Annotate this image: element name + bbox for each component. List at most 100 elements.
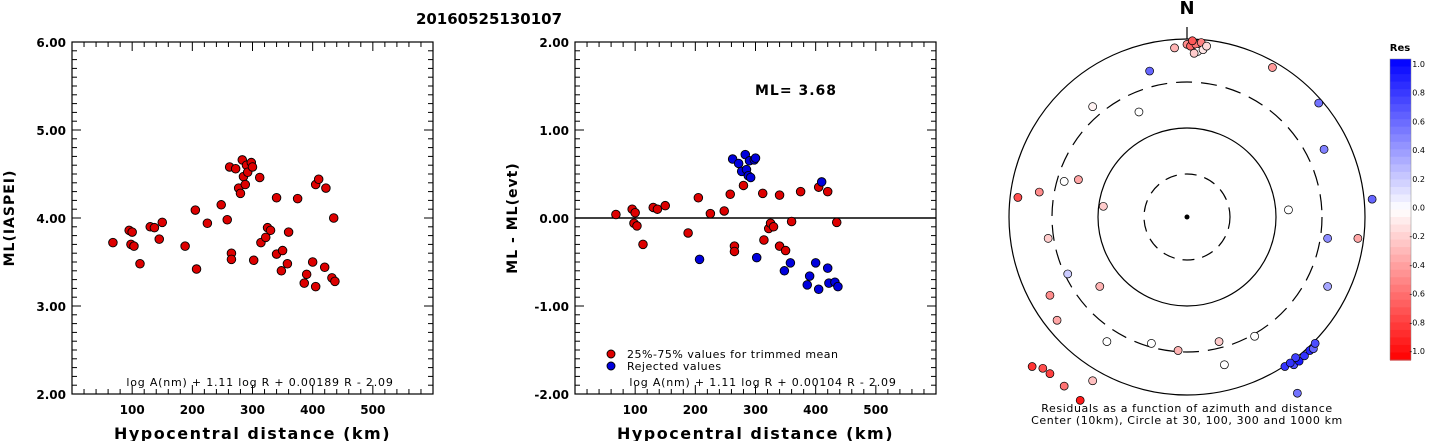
station-marker xyxy=(1075,395,1085,405)
data-point xyxy=(157,217,167,228)
range-circle-100km xyxy=(1097,127,1277,307)
colorbar-swatch xyxy=(1390,262,1411,271)
data-point xyxy=(632,221,642,231)
data-point xyxy=(247,162,258,172)
data-point xyxy=(328,213,339,223)
page-title: 20160525130107 xyxy=(416,10,562,28)
x-tick-label: 500 xyxy=(360,403,385,417)
data-point xyxy=(202,218,213,229)
data-point xyxy=(725,189,735,199)
colorbar-swatch xyxy=(1390,149,1411,158)
y-tick-label: 6.00 xyxy=(36,36,66,50)
legend-label: Rejected values xyxy=(627,360,722,373)
station-marker xyxy=(1310,339,1320,348)
map-caption-line2: Center (10km), Circle at 30, 100, 300 an… xyxy=(1031,414,1343,427)
x-tick-label: 400 xyxy=(803,403,828,417)
x-axis-title: Hypocentral distance (km) xyxy=(617,424,894,441)
station-marker xyxy=(1300,351,1309,361)
data-point xyxy=(307,257,318,267)
data-point xyxy=(693,193,704,203)
data-point xyxy=(216,200,226,210)
colorbar-swatch xyxy=(1390,292,1411,301)
station-marker xyxy=(1353,234,1363,243)
colorbar-swatch xyxy=(1390,119,1411,128)
colorbar-frame xyxy=(1389,58,1412,361)
colorbar-swatch xyxy=(1390,337,1411,346)
colorbar-swatch xyxy=(1390,232,1411,241)
range-circle-30km xyxy=(1143,173,1231,261)
y-tick-label: 5.00 xyxy=(36,124,66,138)
colorbar-swatch xyxy=(1390,81,1411,90)
north-label: N xyxy=(1179,0,1194,19)
colorbar-swatch xyxy=(1390,171,1411,180)
station-marker xyxy=(1291,353,1300,362)
colorbar-swatch xyxy=(1390,66,1411,75)
data-point xyxy=(705,208,716,219)
map-caption-line1: Residuals as a function of azimuth and d… xyxy=(1041,402,1332,415)
range-circle-300km xyxy=(1051,81,1323,353)
station-marker xyxy=(1170,43,1179,53)
data-point xyxy=(330,276,340,287)
x-tick-label: 300 xyxy=(240,403,265,417)
data-point xyxy=(694,254,705,265)
station-marker xyxy=(1063,269,1073,279)
data-point xyxy=(822,186,833,197)
colorbar-swatch xyxy=(1390,194,1411,203)
data-point xyxy=(816,177,827,187)
data-point xyxy=(745,172,756,183)
station-marker xyxy=(1059,177,1069,186)
colorbar-swatch xyxy=(1390,179,1411,188)
data-point xyxy=(248,255,259,265)
data-point xyxy=(127,227,137,237)
colorbar-swatch xyxy=(1390,239,1411,248)
data-point xyxy=(271,193,282,203)
station-marker xyxy=(1027,362,1037,371)
data-point xyxy=(149,222,160,233)
y-axis-title: ML(IASPEI) xyxy=(2,170,18,267)
y-tick-label: 2.00 xyxy=(36,388,66,402)
station-marker xyxy=(1189,48,1199,58)
data-point xyxy=(180,241,190,251)
station-marker xyxy=(1038,363,1048,373)
data-point xyxy=(260,232,271,243)
data-point xyxy=(222,215,232,225)
data-point xyxy=(733,158,744,169)
data-point xyxy=(831,217,842,228)
data-point xyxy=(810,258,821,268)
station-marker xyxy=(1147,339,1156,348)
colorbar-swatch xyxy=(1390,96,1411,105)
data-point xyxy=(786,216,797,227)
station-marker xyxy=(1293,388,1302,398)
data-point xyxy=(780,245,791,256)
data-point xyxy=(191,264,202,274)
station-marker xyxy=(1214,337,1224,346)
data-point xyxy=(235,188,246,199)
colorbar-swatch xyxy=(1390,164,1411,173)
data-point xyxy=(301,269,312,280)
data-point xyxy=(226,254,237,265)
data-point xyxy=(813,284,824,295)
data-point xyxy=(804,271,815,281)
data-point xyxy=(774,190,785,200)
data-point xyxy=(129,241,139,251)
data-point xyxy=(265,225,276,236)
colorbar-label: 0.2 xyxy=(1412,175,1425,184)
colorbar-swatch xyxy=(1390,307,1411,316)
station-marker xyxy=(1095,282,1105,291)
colorbar-title: Res xyxy=(1390,43,1410,54)
station-marker xyxy=(1268,63,1277,72)
colorbar-label: -0.2 xyxy=(1409,232,1425,241)
colorbar-swatch xyxy=(1390,89,1411,98)
colorbar-swatch xyxy=(1390,126,1411,135)
colorbar-swatch xyxy=(1390,224,1411,233)
x-axis-title: Hypocentral distance (km) xyxy=(114,424,391,441)
data-point xyxy=(833,281,843,292)
data-point xyxy=(135,259,145,269)
station-marker xyxy=(1145,66,1154,76)
colorbar-swatch xyxy=(1390,134,1411,143)
ml-annotation: ML= 3.68 xyxy=(755,83,837,99)
x-tick-label: 100 xyxy=(120,403,145,417)
magnitude-vs-distance-plot: 100 200 300 400 500 2.00 3.00 4.00 5.00 6.00 Hypoc… xyxy=(2,36,434,441)
colorbar-swatch xyxy=(1390,209,1411,218)
station-marker xyxy=(1250,331,1259,341)
